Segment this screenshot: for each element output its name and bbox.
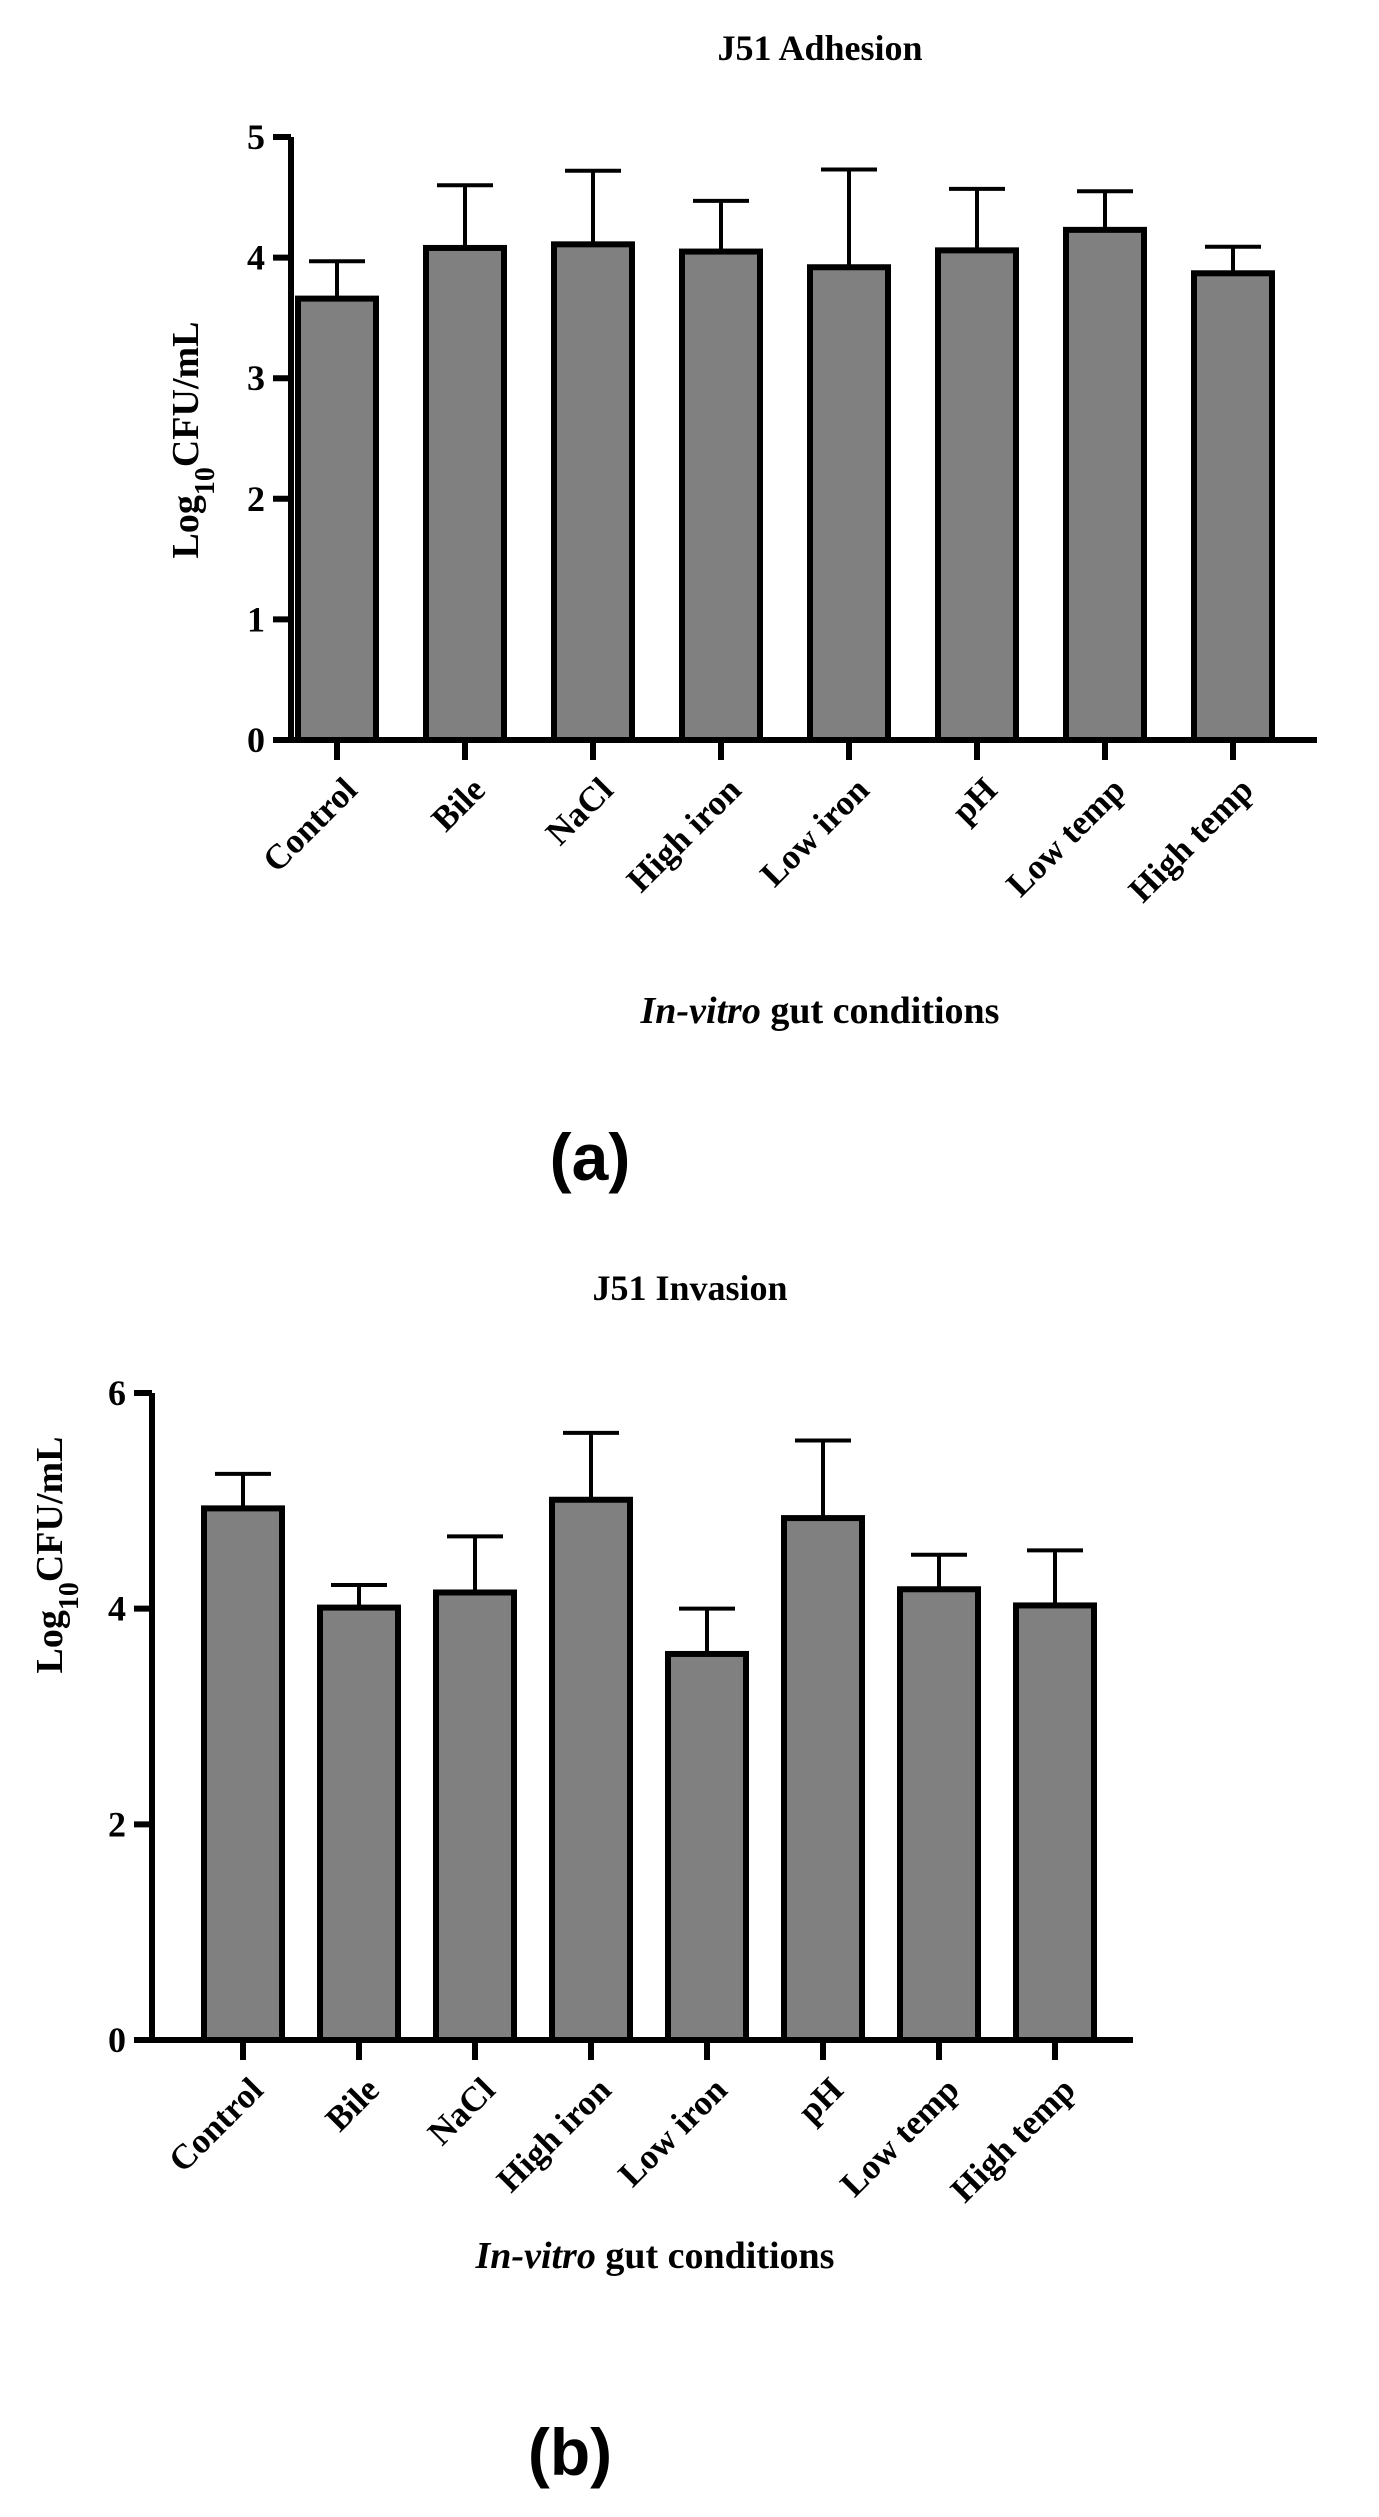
x-tick-label: Control — [255, 770, 365, 880]
bar — [1013, 1602, 1097, 2043]
y-tick-label: 0 — [108, 2020, 126, 2060]
chart-title: J51 Invasion — [592, 1268, 787, 1308]
x-axis-label: In-vitro gut conditions — [640, 990, 1000, 1032]
x-tick-label: High temp — [943, 2070, 1083, 2210]
x-axis-label: In-vitro gut conditions — [475, 2235, 835, 2277]
x-tick-label: pH — [790, 2070, 851, 2131]
bar — [317, 1604, 401, 2044]
y-tick-label: 4 — [247, 238, 265, 278]
bar — [665, 1650, 749, 2043]
y-axis-label: Log10CFU/mL — [165, 321, 221, 558]
bar — [1191, 270, 1275, 743]
x-tick-label: Low iron — [611, 2070, 735, 2194]
y-tick-label: 6 — [108, 1373, 126, 1413]
y-axis-label: Log10CFU/mL — [29, 1436, 85, 1673]
x-tick-label: pH — [944, 770, 1005, 831]
chart-adhesion: J51 Adhesion Log10CFU/mL In-vitro gut co… — [165, 28, 1317, 1194]
panel-label: (a) — [550, 1120, 631, 1194]
x-tick-label: Bile — [318, 2070, 387, 2139]
bar — [807, 264, 891, 743]
x-tick-label: High iron — [489, 2070, 619, 2200]
axis-lines — [149, 1393, 1133, 2043]
x-tick-label: Control — [161, 2070, 271, 2180]
bar — [549, 1496, 633, 2043]
x-tick-label: Low temp — [999, 770, 1133, 904]
y-tick-label: 1 — [247, 599, 265, 639]
y-tick-label: 2 — [108, 1804, 126, 1844]
x-tick-label: Low iron — [753, 770, 877, 894]
x-tick-label: NaCl — [538, 770, 621, 853]
x-tick-label: High iron — [619, 770, 749, 900]
y-tick-label: 2 — [247, 479, 265, 519]
y-tick-label: 4 — [108, 1589, 126, 1629]
bar — [433, 1589, 517, 2044]
bar — [551, 241, 635, 743]
chart-invasion: J51 Invasion Log10CFU/mL In-vitro gut co… — [29, 1268, 1133, 2489]
panel-label: (b) — [528, 2415, 612, 2489]
y-tick-label: 0 — [247, 720, 265, 760]
bar — [201, 1505, 285, 2044]
bar — [1063, 226, 1147, 743]
x-tick-label: NaCl — [420, 2070, 503, 2153]
bar — [897, 1586, 981, 2044]
chart-title: J51 Adhesion — [717, 28, 922, 68]
bar — [781, 1515, 865, 2043]
bar — [295, 295, 379, 743]
y-tick-label: 5 — [247, 117, 265, 157]
y-tick-label: 3 — [247, 358, 265, 398]
x-tick-label: Bile — [424, 770, 493, 839]
bar — [679, 248, 763, 743]
bar — [935, 247, 1019, 743]
bar — [423, 244, 507, 743]
x-tick-label: High temp — [1121, 770, 1261, 910]
